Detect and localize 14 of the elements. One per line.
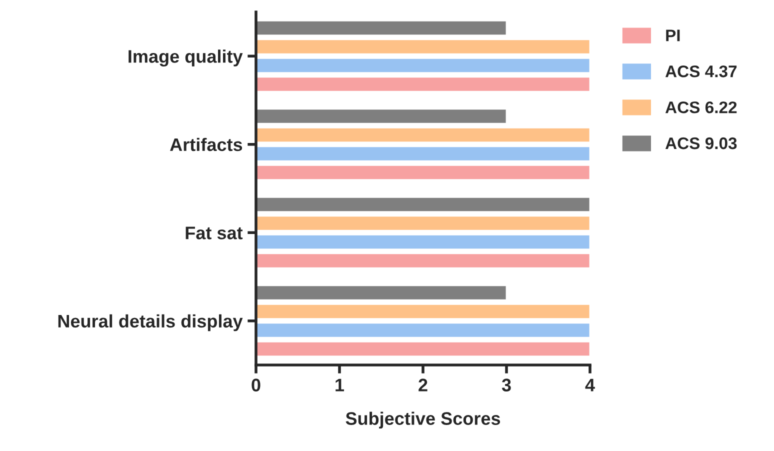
y-tick-label: Fat sat xyxy=(186,226,243,240)
x-tick-label: 0 xyxy=(252,378,260,392)
y-tick-label: Neural details display xyxy=(58,314,243,332)
y-tick-label: Image quality xyxy=(128,50,243,66)
legend-label: PI xyxy=(666,30,680,42)
x-tick-label: 2 xyxy=(418,378,428,392)
x-tick-label: 1 xyxy=(336,378,344,392)
legend-label: ACS 4.37 xyxy=(665,65,737,78)
x-tick-label: 3 xyxy=(502,378,511,392)
legend-label: ACS 9.03 xyxy=(665,137,737,150)
x-axis-title: Subjective Scores xyxy=(346,412,500,429)
legend-label: ACS 6.22 xyxy=(665,101,737,114)
x-tick-label: 4 xyxy=(585,378,595,392)
y-tick-label: Artifacts xyxy=(170,138,242,152)
